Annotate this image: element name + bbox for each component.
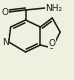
Text: O: O	[49, 39, 56, 48]
Text: O: O	[2, 8, 9, 16]
Text: N: N	[2, 38, 9, 46]
Text: NH₂: NH₂	[45, 4, 62, 12]
